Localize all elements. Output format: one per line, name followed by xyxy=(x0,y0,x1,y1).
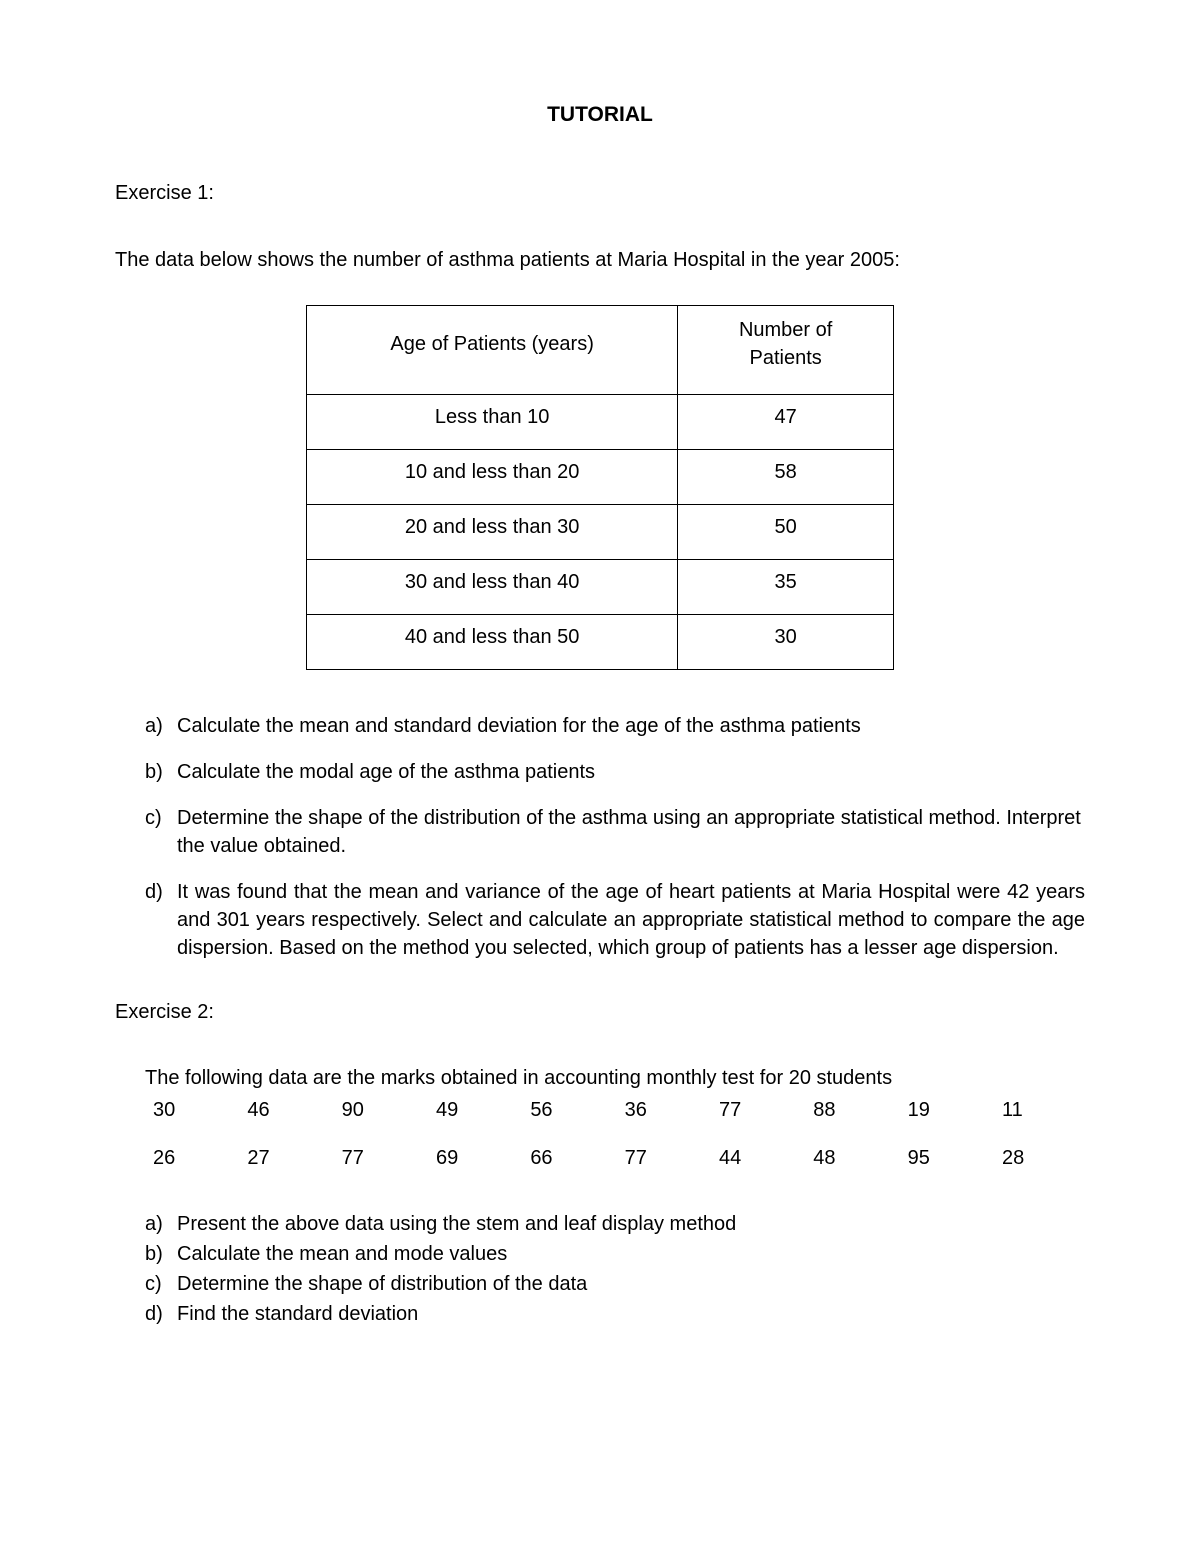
question-marker: b) xyxy=(145,1240,163,1268)
question-text: Calculate the mean and standard deviatio… xyxy=(177,715,861,737)
table-cell-age: 30 and less than 40 xyxy=(307,560,678,615)
mark-value: 44 xyxy=(719,1144,764,1172)
mark-value: 77 xyxy=(719,1096,764,1124)
mark-value: 66 xyxy=(530,1144,575,1172)
table-row: 30 and less than 40 35 xyxy=(307,560,894,615)
question-item: d) Find the standard deviation xyxy=(145,1300,1085,1328)
table-cell-age: Less than 10 xyxy=(307,395,678,450)
patients-table: Age of Patients (years) Number of Patien… xyxy=(306,305,894,670)
mark-value: 77 xyxy=(342,1144,387,1172)
exercise-1-intro: The data below shows the number of asthm… xyxy=(115,245,1085,275)
question-item: b) Calculate the mean and mode values xyxy=(145,1240,1085,1268)
question-text: Determine the shape of the distribution … xyxy=(177,807,1081,857)
question-item: a) Present the above data using the stem… xyxy=(145,1210,1085,1238)
mark-value: 48 xyxy=(813,1144,858,1172)
marks-data-row-1: 30 46 90 49 56 36 77 88 19 11 xyxy=(115,1096,1085,1124)
question-text: Present the above data using the stem an… xyxy=(177,1213,736,1235)
question-marker: b) xyxy=(145,758,163,786)
exercise-2-intro: The following data are the marks obtaine… xyxy=(115,1064,1085,1092)
table-row: 40 and less than 50 30 xyxy=(307,615,894,670)
table-cell-age: 40 and less than 50 xyxy=(307,615,678,670)
table-row: 10 and less than 20 58 xyxy=(307,450,894,505)
table-cell-age: 10 and less than 20 xyxy=(307,450,678,505)
question-text: Find the standard deviation xyxy=(177,1303,418,1325)
question-item: d) It was found that the mean and varian… xyxy=(145,878,1085,962)
table-cell-count: 47 xyxy=(678,395,894,450)
table-row: Less than 10 47 xyxy=(307,395,894,450)
exercise-2-label: Exercise 2: xyxy=(115,998,1085,1026)
table-cell-age: 20 and less than 30 xyxy=(307,505,678,560)
question-text: Calculate the modal age of the asthma pa… xyxy=(177,761,595,783)
mark-value: 95 xyxy=(908,1144,953,1172)
mark-value: 28 xyxy=(1002,1144,1047,1172)
question-marker: c) xyxy=(145,1270,162,1298)
table-row: 20 and less than 30 50 xyxy=(307,505,894,560)
question-text: It was found that the mean and variance … xyxy=(177,881,1085,959)
mark-value: 56 xyxy=(530,1096,575,1124)
document-title: TUTORIAL xyxy=(115,100,1085,129)
question-marker: c) xyxy=(145,804,162,832)
question-item: a) Calculate the mean and standard devia… xyxy=(145,712,1085,740)
question-marker: d) xyxy=(145,878,163,906)
mark-value: 30 xyxy=(153,1096,198,1124)
table-cell-count: 35 xyxy=(678,560,894,615)
question-text: Determine the shape of distribution of t… xyxy=(177,1273,587,1295)
mark-value: 69 xyxy=(436,1144,481,1172)
table-cell-count: 50 xyxy=(678,505,894,560)
mark-value: 36 xyxy=(625,1096,670,1124)
exercise-1-label: Exercise 1: xyxy=(115,179,1085,207)
table-header-age: Age of Patients (years) xyxy=(307,306,678,395)
mark-value: 26 xyxy=(153,1144,198,1172)
question-text: Calculate the mean and mode values xyxy=(177,1243,507,1265)
mark-value: 90 xyxy=(342,1096,387,1124)
mark-value: 27 xyxy=(247,1144,292,1172)
mark-value: 19 xyxy=(908,1096,953,1124)
question-item: c) Determine the shape of distribution o… xyxy=(145,1270,1085,1298)
mark-value: 49 xyxy=(436,1096,481,1124)
mark-value: 11 xyxy=(1002,1096,1047,1124)
table-cell-count: 30 xyxy=(678,615,894,670)
table-cell-count: 58 xyxy=(678,450,894,505)
table-header-row: Age of Patients (years) Number of Patien… xyxy=(307,306,894,395)
mark-value: 88 xyxy=(813,1096,858,1124)
question-marker: d) xyxy=(145,1300,163,1328)
mark-value: 46 xyxy=(247,1096,292,1124)
question-item: c) Determine the shape of the distributi… xyxy=(145,804,1085,860)
question-marker: a) xyxy=(145,1210,163,1238)
table-header-count: Number of Patients xyxy=(678,306,894,395)
marks-data-row-2: 26 27 77 69 66 77 44 48 95 28 xyxy=(115,1144,1085,1172)
question-item: b) Calculate the modal age of the asthma… xyxy=(145,758,1085,786)
mark-value: 77 xyxy=(625,1144,670,1172)
exercise-2-questions: a) Present the above data using the stem… xyxy=(115,1210,1085,1328)
question-marker: a) xyxy=(145,712,163,740)
exercise-1-questions: a) Calculate the mean and standard devia… xyxy=(115,712,1085,962)
